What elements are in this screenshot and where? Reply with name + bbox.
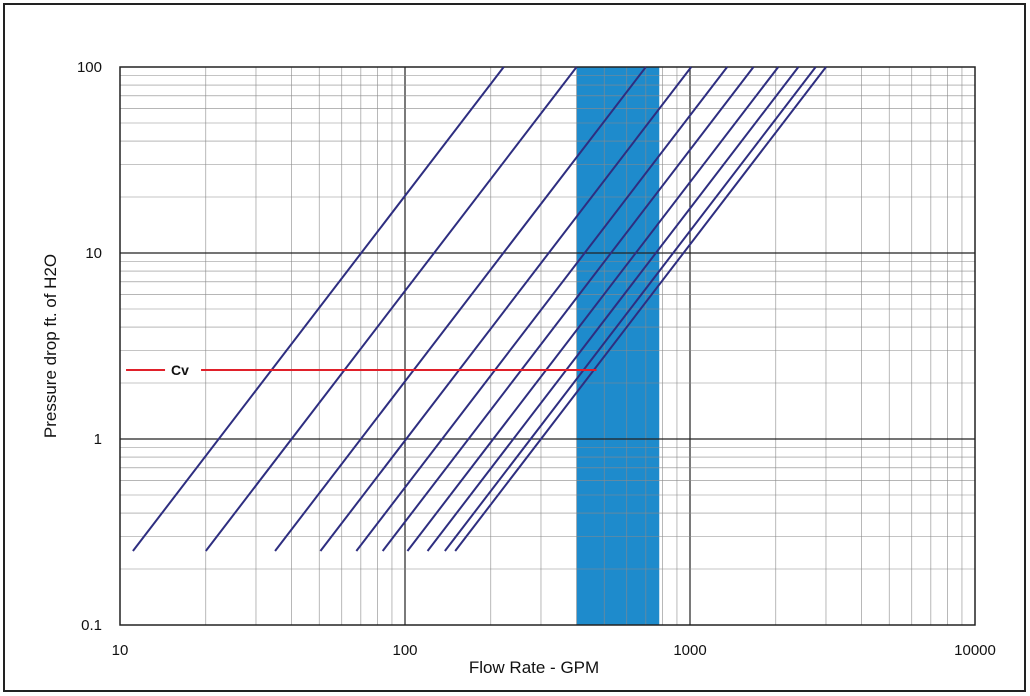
- highlight-band: [576, 67, 660, 625]
- x-tick-label: 1000: [673, 642, 706, 659]
- grid-layer: [120, 67, 975, 625]
- y-tick-label: 0.1: [81, 617, 102, 634]
- series-line-6: [381, 66, 755, 552]
- outer-frame: [3, 3, 1026, 692]
- y-tick-label: 10: [85, 245, 102, 262]
- series-line-3: [274, 66, 647, 552]
- x-tick-label: 100: [392, 642, 417, 659]
- series-line-2: [204, 66, 578, 552]
- series-line-7: [406, 66, 780, 552]
- series-line-9: [444, 66, 817, 552]
- y-axis-title: Pressure drop ft. of H2O: [41, 254, 60, 438]
- y-tick-label: 1: [94, 431, 102, 448]
- series-line-4: [319, 66, 693, 552]
- cv-annotation-label: Cv: [171, 362, 189, 378]
- annotation-layer: Cv: [126, 362, 597, 378]
- tick-label-layer: 10 100 1000 10000 0.1 1 10 100: [77, 59, 996, 659]
- x-tick-label: 10000: [954, 642, 996, 659]
- highlight-band-layer: [576, 67, 660, 625]
- x-axis-title: Flow Rate - GPM: [469, 658, 599, 677]
- series-layer: [132, 66, 827, 552]
- series-line-1: [132, 66, 505, 552]
- series-line-5: [355, 66, 728, 552]
- plot-border: [119, 66, 976, 626]
- series-line-10: [454, 66, 827, 552]
- y-tick-label: 100: [77, 59, 102, 76]
- x-tick-label: 10: [112, 642, 129, 659]
- series-line-8: [426, 66, 800, 552]
